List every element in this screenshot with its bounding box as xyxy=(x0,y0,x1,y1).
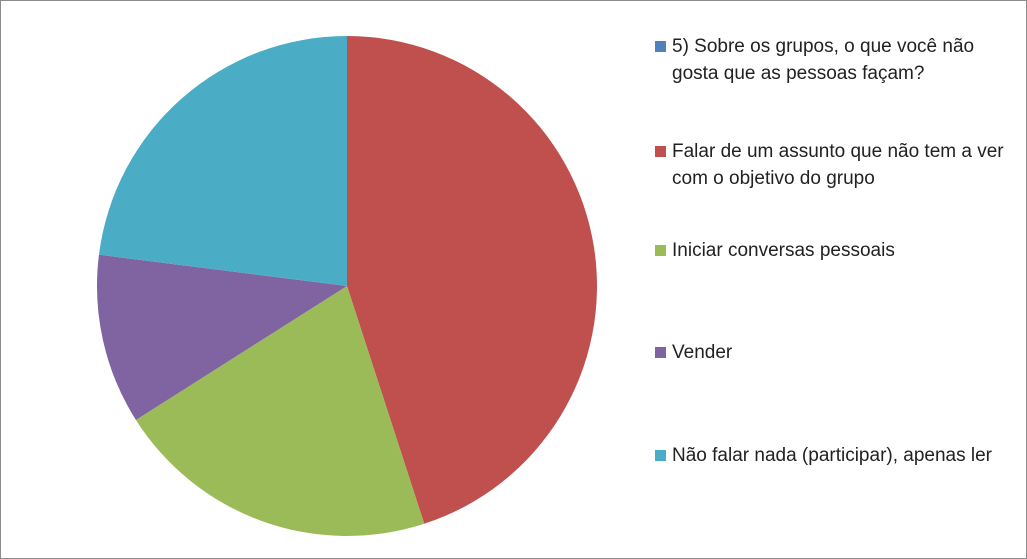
legend-swatch xyxy=(655,245,666,256)
pie-slice xyxy=(347,36,598,524)
legend-item: Iniciar conversas pessoais xyxy=(655,237,1015,264)
legend-swatch xyxy=(655,41,666,52)
legend-label: Falar de um assunto que não tem a ver co… xyxy=(672,141,1004,189)
pie-slice xyxy=(135,286,425,536)
legend-label: Não falar nada (participar), apenas ler xyxy=(672,445,993,466)
legend-item: Não falar nada (participar), apenas ler xyxy=(655,442,1015,469)
legend-item: Vender xyxy=(655,339,1015,366)
legend-label: 5) Sobre os grupos, o que você não gosta… xyxy=(672,36,975,84)
legend-item: Falar de um assunto que não tem a ver co… xyxy=(655,138,1015,192)
legend-item: 5) Sobre os grupos, o que você não gosta… xyxy=(655,33,1015,87)
legend-swatch xyxy=(655,450,666,461)
legend-label: Vender xyxy=(672,342,733,363)
legend-swatch xyxy=(655,146,666,157)
legend-label: Iniciar conversas pessoais xyxy=(672,240,895,261)
pie-slice xyxy=(97,254,348,420)
legend-swatch xyxy=(655,347,666,358)
pie-slice xyxy=(98,36,348,286)
